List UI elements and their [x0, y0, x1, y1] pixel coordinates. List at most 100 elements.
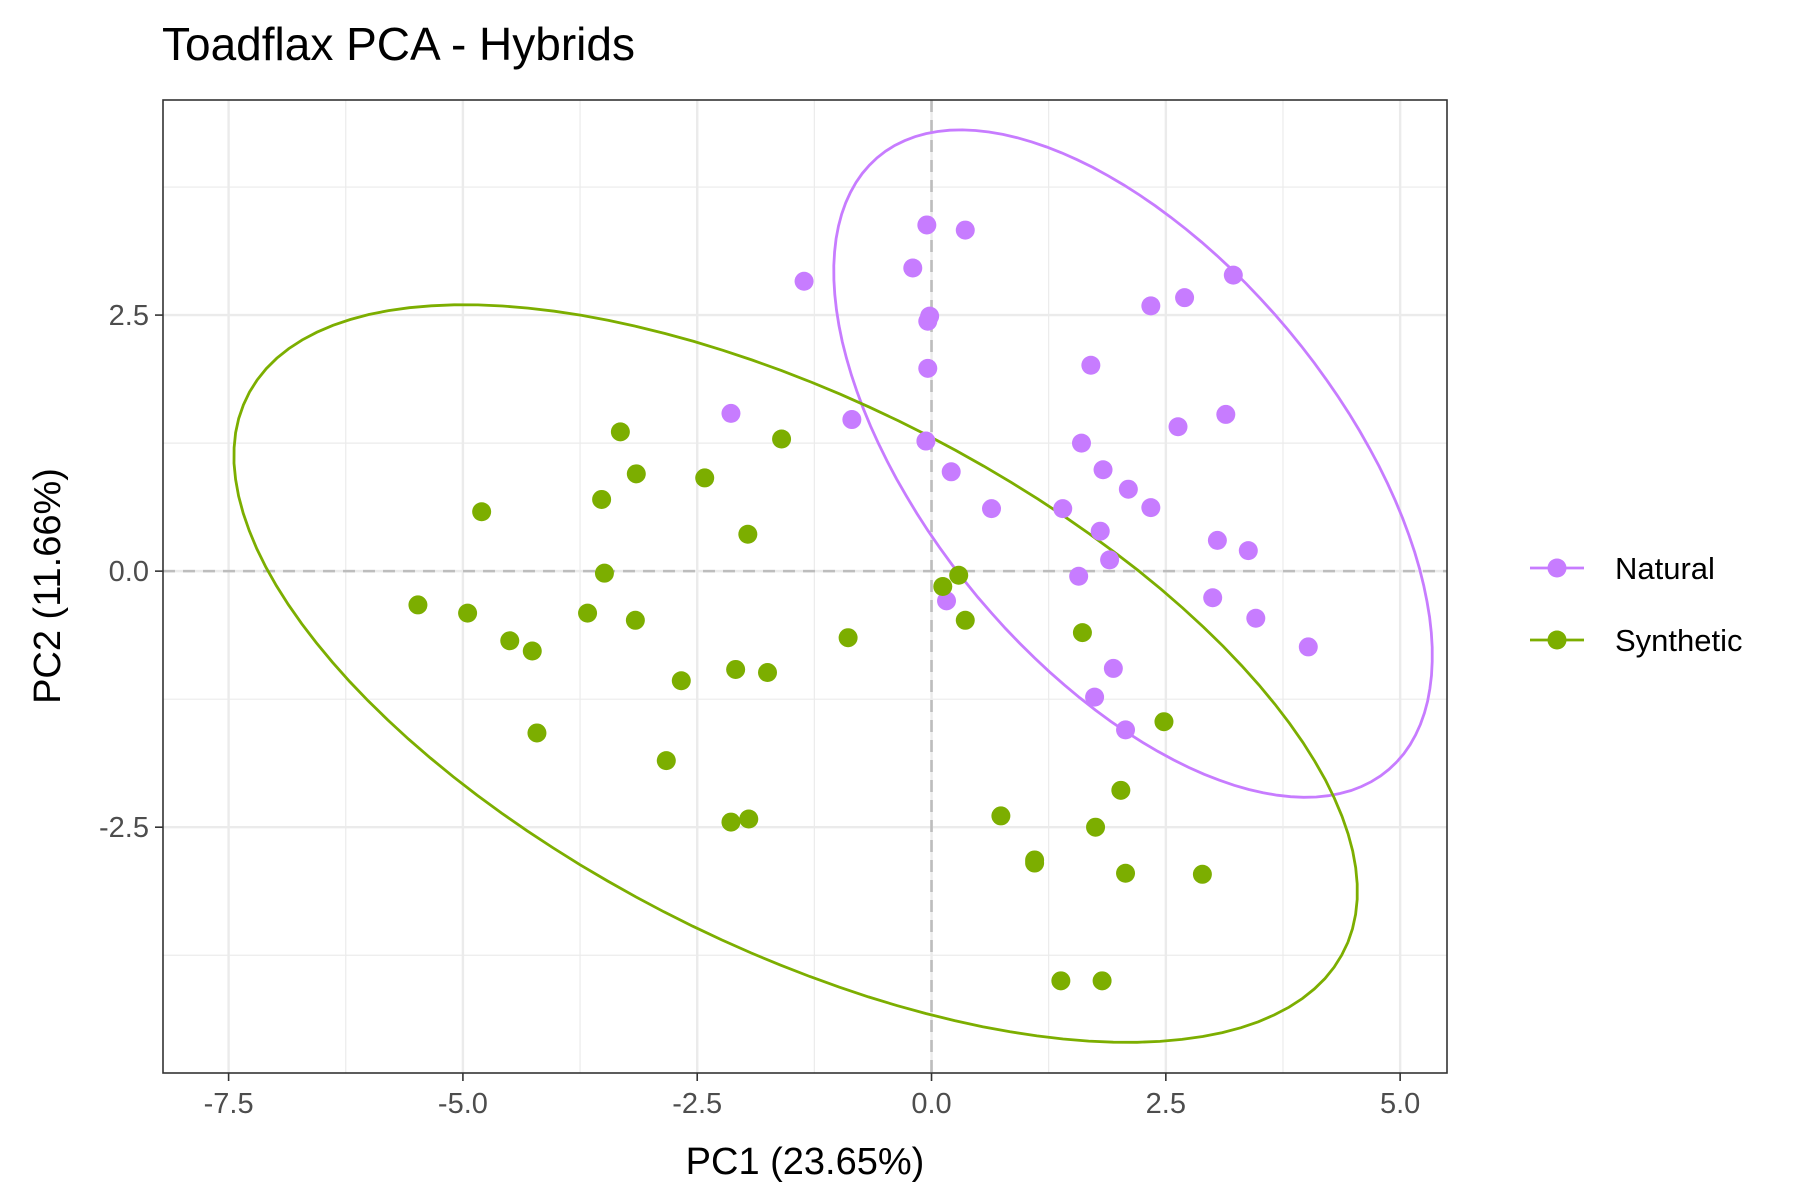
x-tick-label: -7.5: [204, 1088, 254, 1120]
point-natural: [1053, 499, 1073, 519]
point-natural: [1141, 498, 1161, 518]
point-synthetic: [738, 524, 758, 544]
ellipse-synthetic: [232, 303, 1359, 1044]
point-natural: [1093, 460, 1113, 480]
point-natural: [937, 591, 957, 611]
point-natural: [842, 410, 862, 430]
point-synthetic: [1051, 971, 1071, 991]
point-natural: [1246, 608, 1266, 628]
point-natural: [1085, 687, 1105, 707]
point-synthetic: [955, 610, 975, 630]
y-axis: -2.5 0.0 2.5: [99, 300, 163, 844]
y-tick-label: 0.0: [109, 556, 149, 588]
point-natural: [1223, 265, 1243, 285]
point-synthetic: [626, 464, 646, 484]
point-natural: [982, 499, 1002, 519]
point-synthetic: [500, 631, 520, 651]
x-axis: -7.5 -5.0 -2.5 0.0 2.5 5.0: [204, 1073, 1420, 1120]
point-natural: [1141, 296, 1161, 316]
point-natural: [1071, 433, 1091, 453]
point-synthetic: [695, 468, 715, 488]
point-natural: [917, 215, 937, 235]
point-synthetic: [933, 577, 953, 596]
point-synthetic: [1072, 623, 1092, 643]
point-synthetic: [772, 429, 792, 449]
point-synthetic: [578, 603, 598, 623]
y-tick-label: -2.5: [99, 812, 149, 844]
point-synthetic: [739, 809, 759, 829]
point-natural: [1168, 417, 1188, 437]
legend-key-point: [1547, 558, 1567, 578]
x-tick-label: -2.5: [672, 1088, 722, 1120]
x-tick-label: 5.0: [1380, 1088, 1420, 1120]
panel-border: [162, 99, 1448, 1074]
point-synthetic: [594, 563, 614, 583]
legend-label: Natural: [1615, 551, 1715, 586]
point-natural: [721, 403, 741, 423]
point-synthetic: [758, 663, 778, 683]
point-natural: [1298, 637, 1318, 657]
x-tick-label: 0.0: [911, 1088, 951, 1120]
point-natural: [1116, 720, 1136, 740]
point-natural: [916, 431, 936, 451]
data-points: [408, 215, 1318, 991]
legend-label: Synthetic: [1615, 623, 1743, 658]
point-natural: [1175, 288, 1195, 308]
point-synthetic: [592, 489, 612, 509]
point-synthetic: [949, 565, 969, 585]
point-natural: [794, 271, 814, 291]
point-natural: [1103, 658, 1123, 678]
point-natural: [903, 258, 923, 278]
x-tick-label: 2.5: [1146, 1088, 1186, 1120]
point-natural: [918, 358, 938, 378]
point-natural: [1207, 530, 1227, 550]
point-synthetic: [610, 422, 630, 442]
point-synthetic: [1086, 817, 1106, 837]
point-synthetic: [472, 502, 492, 522]
y-tick-label: 2.5: [109, 300, 149, 332]
point-natural: [1216, 404, 1236, 424]
panel-background: [163, 100, 1447, 1073]
legend-key-point: [1547, 630, 1567, 650]
confidence-ellipses: [232, 128, 1434, 1044]
ellipse-natural: [832, 128, 1434, 799]
point-natural: [1090, 521, 1110, 541]
point-natural: [1118, 479, 1138, 499]
point-synthetic: [1116, 863, 1136, 883]
point-synthetic: [1111, 780, 1131, 800]
point-synthetic: [625, 610, 645, 630]
point-synthetic: [527, 723, 547, 743]
x-axis-title: PC1 (23.65%): [686, 1141, 925, 1183]
point-synthetic: [1025, 853, 1045, 873]
legend-item-natural: Natural: [1530, 551, 1715, 586]
point-synthetic: [991, 806, 1011, 826]
point-synthetic: [458, 603, 478, 623]
chart-title: Toadflax PCA - Hybrids: [162, 18, 635, 70]
point-natural: [1069, 566, 1089, 586]
point-synthetic: [671, 671, 691, 691]
plot-panel: [162, 99, 1448, 1074]
point-synthetic: [726, 659, 746, 679]
legend: Natural Synthetic: [1530, 551, 1743, 658]
point-natural: [1100, 550, 1120, 570]
point-synthetic: [522, 641, 542, 661]
point-natural: [955, 220, 975, 240]
point-natural: [1238, 541, 1258, 561]
point-synthetic: [1092, 971, 1112, 991]
point-natural: [941, 462, 961, 482]
y-axis-title: PC2 (11.66%): [27, 468, 69, 704]
point-synthetic: [1154, 712, 1174, 732]
point-natural: [1081, 355, 1101, 375]
point-natural: [920, 306, 940, 326]
zero-reference-lines: [163, 100, 1447, 1073]
minor-gridlines: [163, 100, 1447, 1073]
point-synthetic: [721, 812, 741, 832]
x-tick-label: -5.0: [438, 1088, 488, 1120]
point-natural: [1203, 588, 1223, 608]
point-synthetic: [1192, 864, 1212, 884]
legend-item-synthetic: Synthetic: [1530, 623, 1743, 658]
point-synthetic: [408, 595, 428, 615]
point-synthetic: [838, 628, 858, 648]
point-synthetic: [656, 751, 676, 771]
